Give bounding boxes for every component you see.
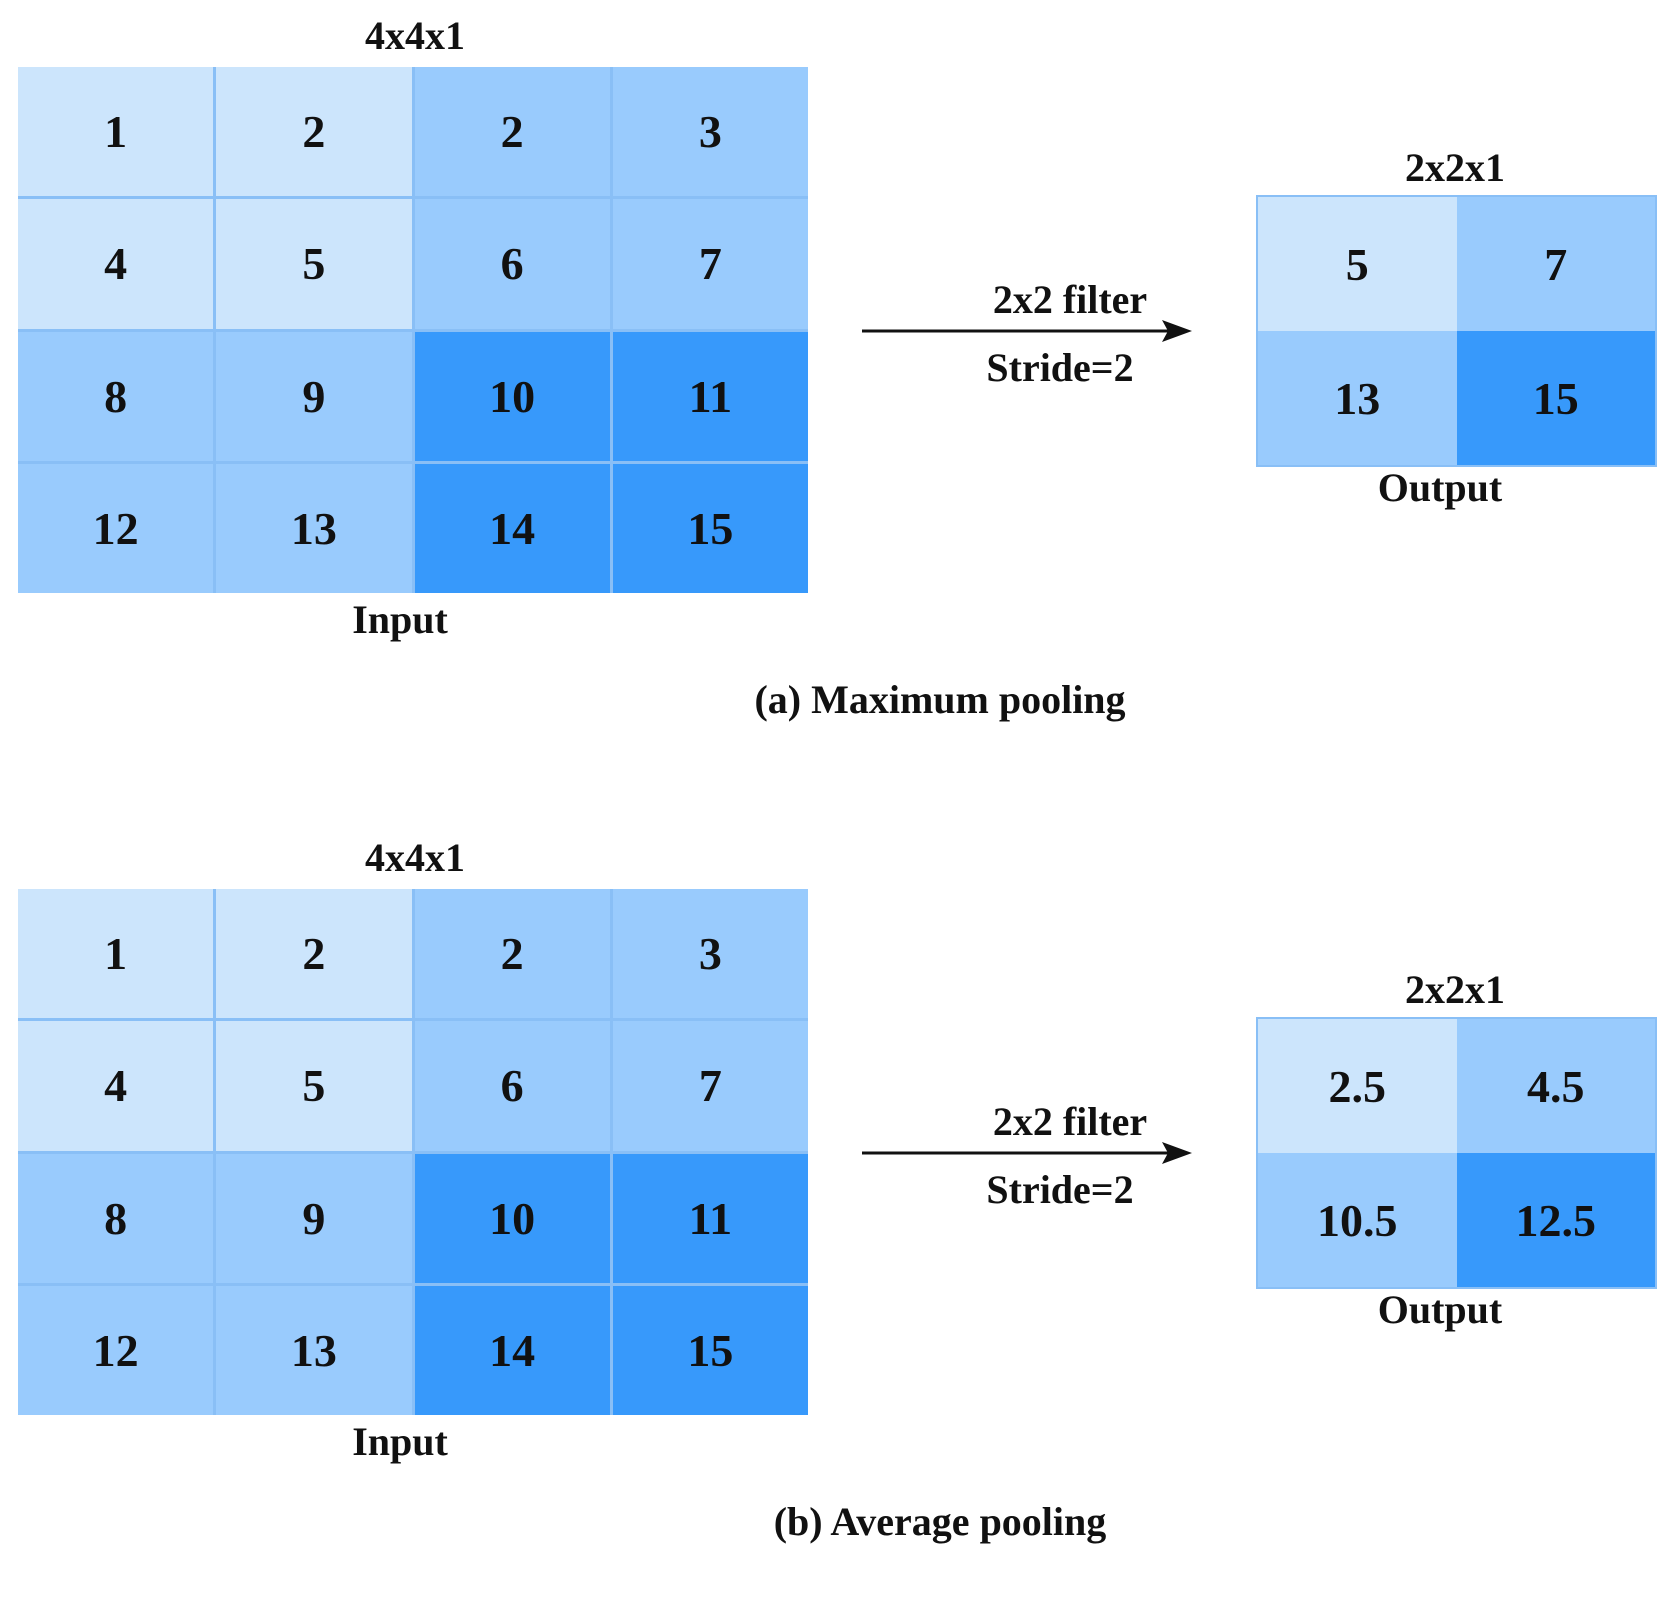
input-cell: 7 xyxy=(612,199,808,329)
output-cell: 5 xyxy=(1258,197,1457,331)
input-dims-label: 4x4x1 xyxy=(365,835,465,880)
panel-caption: (a) Maximum pooling xyxy=(754,677,1126,722)
input-cell: 4 xyxy=(18,199,214,329)
stride-label: Stride=2 xyxy=(986,345,1134,390)
arrow-icon xyxy=(862,320,1192,342)
max-pooling-panel: 4x4x1 1 2 2 3 4 5 6 7 8 9 10 11 12 13 14… xyxy=(0,0,1665,800)
input-grid: 1 2 2 3 4 5 6 7 8 9 10 11 12 13 14 15 xyxy=(18,889,808,1415)
input-cell: 2 xyxy=(414,67,610,197)
input-cell: 3 xyxy=(612,889,808,1019)
output-cell: 4.5 xyxy=(1456,1019,1655,1153)
input-cell: 11 xyxy=(612,331,808,461)
input-label: Input xyxy=(352,597,448,642)
input-cell: 12 xyxy=(18,1285,214,1415)
input-cell: 13 xyxy=(216,463,412,593)
stride-label: Stride=2 xyxy=(986,1167,1134,1212)
input-cell: 10 xyxy=(414,1153,610,1283)
input-cell: 10 xyxy=(414,331,610,461)
output-dims-label: 2x2x1 xyxy=(1405,145,1505,190)
input-cell: 6 xyxy=(414,1021,610,1151)
input-cell: 1 xyxy=(18,67,214,197)
input-label: Input xyxy=(352,1419,448,1464)
input-cell: 8 xyxy=(18,1153,214,1283)
input-cell: 15 xyxy=(612,463,808,593)
input-cell: 7 xyxy=(612,1021,808,1151)
filter-label: 2x2 filter xyxy=(992,277,1148,322)
output-label: Output xyxy=(1377,465,1503,510)
input-cell: 1 xyxy=(18,889,214,1019)
input-cell: 14 xyxy=(414,463,610,593)
input-cell: 2 xyxy=(414,889,610,1019)
input-cell: 4 xyxy=(18,1021,214,1151)
output-cell: 7 xyxy=(1456,197,1655,331)
input-cell: 12 xyxy=(18,463,214,593)
input-cell: 8 xyxy=(18,331,214,461)
arrow-icon xyxy=(862,1142,1192,1164)
average-pooling-panel: 4x4x1 1 2 2 3 4 5 6 7 8 9 10 11 12 13 14… xyxy=(0,822,1665,1622)
panel-caption: (b) Average pooling xyxy=(773,1499,1107,1544)
output-cell: 2.5 xyxy=(1258,1019,1457,1153)
output-dims-label: 2x2x1 xyxy=(1405,967,1505,1012)
output-cell: 13 xyxy=(1258,331,1457,465)
input-cell: 9 xyxy=(216,331,412,461)
filter-label: 2x2 filter xyxy=(992,1099,1148,1144)
input-cell: 6 xyxy=(414,199,610,329)
output-grid: 5 7 13 15 xyxy=(1256,195,1657,467)
input-cell: 13 xyxy=(216,1285,412,1415)
input-cell: 5 xyxy=(216,1021,412,1151)
input-dims-label: 4x4x1 xyxy=(365,13,465,58)
output-cell: 10.5 xyxy=(1258,1153,1457,1287)
output-cell: 12.5 xyxy=(1456,1153,1655,1287)
input-cell: 14 xyxy=(414,1285,610,1415)
input-cell: 2 xyxy=(216,67,412,197)
output-cell: 15 xyxy=(1456,331,1655,465)
input-cell: 9 xyxy=(216,1153,412,1283)
input-cell: 5 xyxy=(216,199,412,329)
input-cell: 3 xyxy=(612,67,808,197)
input-cell: 15 xyxy=(612,1285,808,1415)
input-cell: 2 xyxy=(216,889,412,1019)
output-label: Output xyxy=(1377,1287,1503,1332)
input-cell: 11 xyxy=(612,1153,808,1283)
output-grid: 2.5 4.5 10.5 12.5 xyxy=(1256,1017,1657,1289)
input-grid: 1 2 2 3 4 5 6 7 8 9 10 11 12 13 14 15 xyxy=(18,67,808,593)
